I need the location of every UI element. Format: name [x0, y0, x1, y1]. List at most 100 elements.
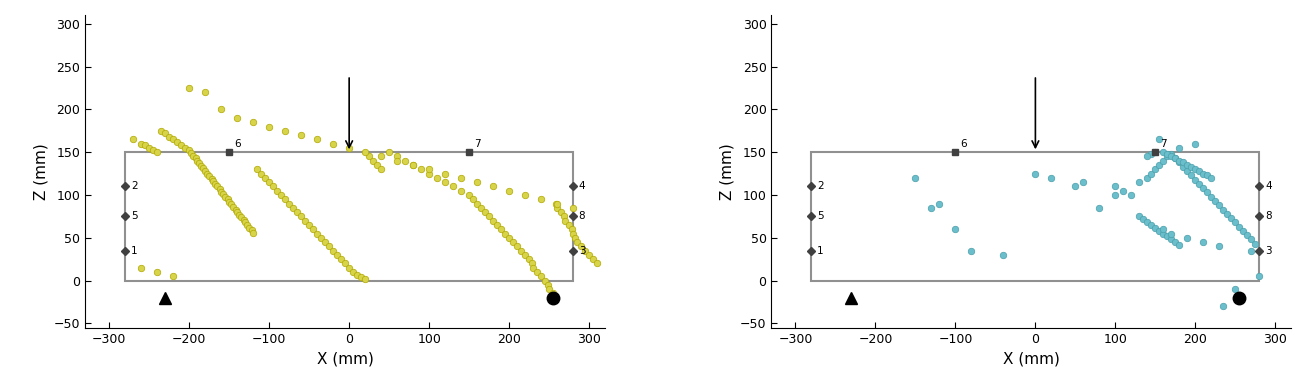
Point: [239, 224, 260, 231]
Point: [1152, 231, 1173, 237]
Point: [139, 145, 160, 151]
Point: [410, 166, 431, 172]
Point: [323, 248, 343, 254]
Point: [303, 226, 324, 232]
Text: 1: 1: [131, 246, 138, 256]
Point: [346, 272, 367, 278]
Point: [166, 139, 187, 145]
Point: [215, 194, 236, 200]
Point: [1197, 172, 1218, 178]
Point: [1224, 219, 1245, 226]
Point: [1189, 181, 1210, 187]
Point: [443, 183, 464, 189]
Point: [1224, 286, 1245, 292]
Point: [555, 218, 576, 224]
Point: [151, 128, 172, 134]
Point: [1152, 149, 1173, 155]
Text: 2: 2: [817, 181, 823, 191]
Point: [246, 166, 267, 172]
Point: [467, 179, 488, 185]
Point: [564, 235, 585, 241]
Point: [1189, 168, 1210, 174]
Point: [1236, 232, 1257, 238]
Point: [1065, 183, 1086, 189]
Text: 6: 6: [233, 139, 241, 149]
Point: [402, 162, 423, 168]
Point: [1169, 145, 1190, 151]
Point: [1160, 154, 1181, 160]
Point: [223, 204, 244, 210]
Point: [1185, 141, 1206, 147]
Text: 3: 3: [1265, 246, 1272, 256]
X-axis label: X (mm): X (mm): [1003, 351, 1059, 366]
Point: [387, 154, 408, 160]
Point: [1145, 149, 1165, 155]
Point: [479, 213, 499, 219]
Point: [147, 269, 168, 275]
Point: [131, 141, 152, 147]
Point: [1217, 211, 1238, 217]
Point: [147, 149, 168, 155]
Point: [1193, 171, 1214, 177]
Point: [243, 230, 264, 236]
Point: [1213, 303, 1234, 309]
Point: [254, 175, 275, 181]
Point: [558, 222, 579, 228]
Point: [323, 141, 343, 147]
Point: [258, 123, 279, 130]
Point: [197, 171, 218, 177]
Point: [1160, 237, 1181, 243]
Point: [1213, 207, 1234, 213]
Point: [520, 261, 541, 267]
Point: [1173, 164, 1194, 170]
Point: [379, 149, 400, 155]
Point: [1041, 175, 1062, 181]
Point: [235, 219, 256, 226]
Point: [570, 243, 591, 250]
Point: [553, 213, 574, 219]
Point: [262, 183, 283, 189]
Point: [208, 186, 229, 192]
Point: [523, 265, 544, 271]
Point: [1249, 273, 1270, 279]
Point: [355, 276, 376, 282]
Y-axis label: Z (mm): Z (mm): [720, 143, 734, 200]
Point: [203, 178, 224, 184]
Point: [502, 239, 523, 245]
Text: 1: 1: [817, 246, 823, 256]
Point: [515, 192, 536, 198]
Point: [1185, 176, 1206, 182]
Point: [531, 196, 552, 202]
Point: [1105, 183, 1126, 189]
Point: [227, 209, 248, 215]
Text: 4: 4: [578, 181, 585, 191]
Point: [1209, 202, 1230, 208]
Point: [1121, 192, 1142, 198]
Point: [905, 175, 926, 181]
Text: 7: 7: [473, 139, 481, 149]
X-axis label: X (mm): X (mm): [317, 351, 374, 366]
Point: [163, 136, 184, 142]
Point: [135, 142, 156, 148]
Point: [350, 274, 371, 280]
Point: [131, 265, 152, 271]
Point: [1165, 239, 1186, 245]
Point: [307, 136, 328, 142]
Point: [201, 176, 222, 182]
Point: [342, 269, 363, 275]
Point: [551, 209, 572, 215]
Point: [220, 201, 241, 207]
Point: [1228, 224, 1249, 230]
Point: [1141, 151, 1162, 157]
Point: [945, 226, 966, 232]
Point: [287, 209, 308, 215]
Bar: [126, 152, 573, 280]
Point: [211, 189, 232, 195]
Point: [330, 256, 351, 262]
Point: [159, 134, 180, 140]
Point: [418, 171, 439, 177]
Point: [1025, 171, 1046, 177]
Point: [451, 188, 472, 194]
Point: [178, 85, 199, 91]
Point: [1193, 239, 1214, 245]
